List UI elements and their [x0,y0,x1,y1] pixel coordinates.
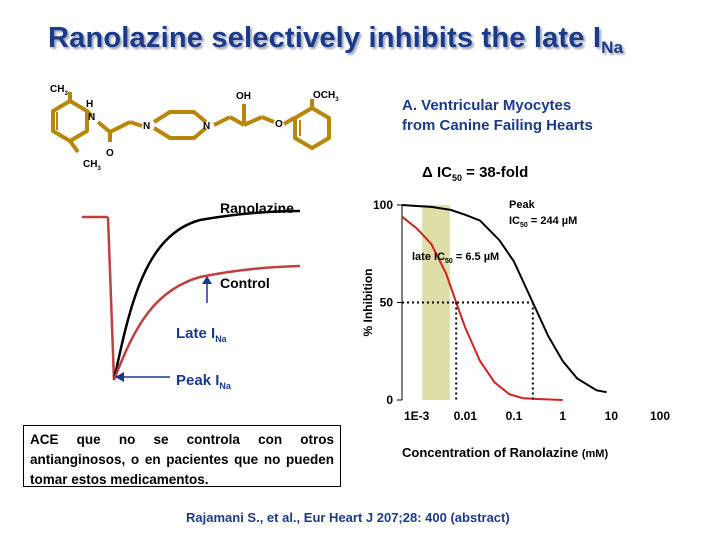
peak-annotation-title: Peak [509,199,536,211]
hydroxyl-label: OH [236,91,251,102]
ace-note-box: ACE que no se controla con otros antiang… [23,425,341,487]
late-ina-label: Late INa [176,325,227,344]
fold-change-label: Δ IC50 = 38-fold [422,164,529,183]
panel-heading: A. Ventricular Myocytes from Canine Fail… [402,97,593,134]
ether-o-label: O [275,119,283,130]
piperazine-n2-label: N [203,121,210,132]
page-title: Ranolazine selectively inhibits the late… [48,22,624,57]
peak-downstroke [106,216,116,381]
late-arrow-icon [202,276,212,284]
ch3-top-label: CH3 [50,84,68,97]
peak-inhibition-curve [401,204,607,394]
nh-h-label: H [86,99,93,110]
late-inhibition-curve [401,215,563,401]
och3-label: OCH3 [313,90,339,103]
x-tick-label: 100 [650,409,670,423]
control-label: Control [220,275,270,291]
piperazine-n1-label: N [143,121,150,132]
reference-citation: Rajamani S., et al., Eur Heart J 207;28:… [186,510,510,525]
ranolazine-trace [112,209,301,381]
ch3-bottom-label: CH3 [83,159,101,172]
nh-n-label: N [88,112,95,123]
carbonyl-o-label: O [106,148,114,159]
ranolazine-structure: CH3 H N O CH3 N N OH O OCH3 [50,84,339,172]
methoxyphenyl-ring [293,106,331,150]
ranolazine-label: Ranolazine [220,200,294,216]
y-axis-label: % Inhibition [361,269,375,337]
peak-ina-label: Peak INa [176,372,231,391]
y-tick-label: 50 [380,296,394,310]
therapeutic-band [422,205,450,400]
inhibition-chart: 0 50 100 1E-3 0.01 0.1 1 10 100 % Inhibition Conce… [361,198,670,460]
x-tick-label: 1 [559,409,566,423]
y-tick-label: 0 [386,393,393,407]
peak-arrow-icon [115,372,124,382]
sodium-current-trace [82,209,301,382]
aniline-ring [51,99,89,143]
x-tick-label: 0.1 [506,409,523,423]
x-tick-label: 0.01 [454,409,478,423]
peak-ic50-annotation: IC50 = 244 µM [509,215,577,229]
x-axis-label: Concentration of Ranolazine (mM) [402,445,608,460]
late-ic50-annotation: late IC50 = 6.5 µM [412,251,499,265]
control-trace [112,264,301,381]
y-tick-label: 100 [373,198,393,212]
x-tick-label: 10 [605,409,619,423]
x-tick-label: 1E-3 [404,409,430,423]
